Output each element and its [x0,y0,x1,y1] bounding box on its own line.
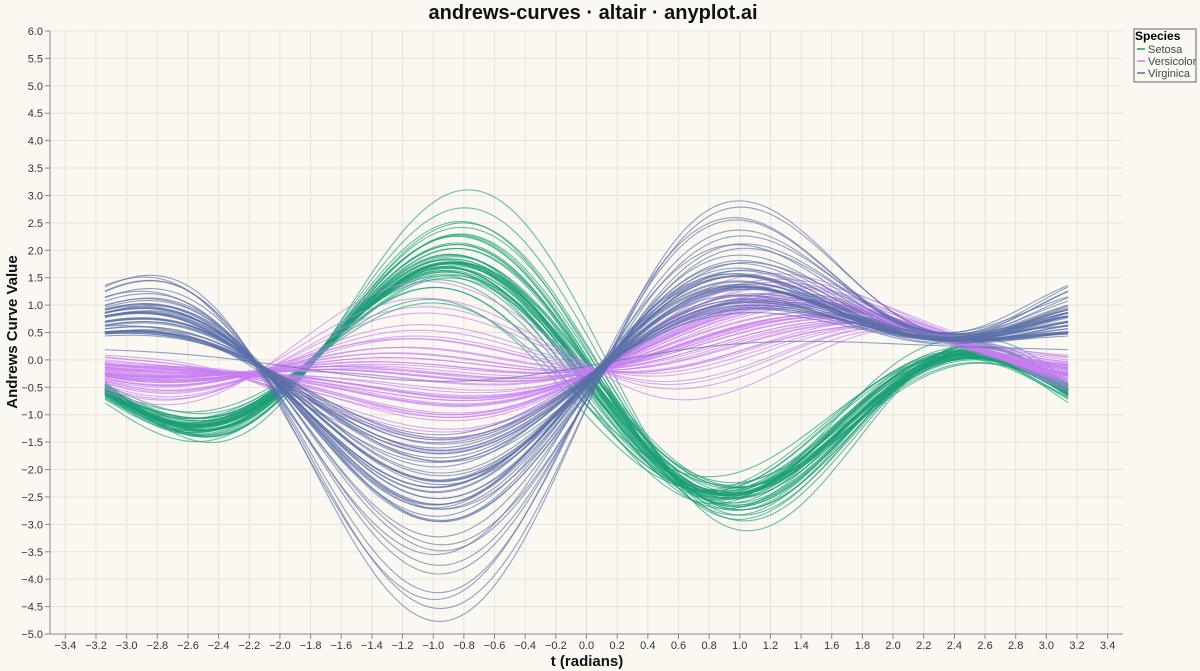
x-tick-label: −1.0 [422,640,444,652]
y-tick-label: 4.0 [28,136,43,148]
x-tick-label: 1.0 [732,640,747,652]
y-tick-label: 3.5 [28,163,43,175]
andrews-curve-setosa [104,302,1069,478]
x-tick-label: 0.8 [701,640,716,652]
y-tick-label: −1.0 [21,410,43,422]
series-virginica [104,200,1069,622]
andrews-curve-virginica [104,298,1069,459]
x-tick-label: −2.2 [238,640,260,652]
x-tick-label: −0.6 [484,640,506,652]
y-tick-label: 1.5 [28,273,43,285]
y-tick-label: 5.5 [28,53,43,65]
y-tick-label: 2.5 [28,218,43,230]
x-tick-label: −2.8 [146,640,168,652]
x-tick-label: −2.4 [208,640,230,652]
x-tick-label: 3.4 [1100,640,1115,652]
andrews-curve-setosa [104,244,1069,506]
legend-label-setosa: Setosa [1148,44,1183,56]
y-tick-label: −2.5 [21,492,43,504]
x-tick-label: 1.8 [855,640,870,652]
legend-title: Species [1135,29,1181,43]
y-tick-label: 6.0 [28,26,43,38]
x-tick-label: 1.2 [763,640,778,652]
y-tick-label: −5.0 [21,629,43,641]
y-tick-label: −3.5 [21,547,43,559]
x-tick-label: 2.6 [977,640,992,652]
axes: −3.4 −3.2 −3.0 −2.8 −2.6 −2.4 −2.2 −2.0 −1.8 −1.6… [21,26,1123,652]
x-tick-label: −3.2 [85,640,107,652]
x-tick-label: 0.2 [610,640,625,652]
andrews-curve-setosa [104,298,1069,491]
x-tick-label: 0.4 [640,640,655,652]
x-tick-label: 1.6 [824,640,839,652]
andrews-curve-virginica [104,286,1069,481]
x-tick-label: 0.0 [579,640,594,652]
y-tick-label: −4.5 [21,602,43,614]
andrews-curve-virginica [104,206,1069,610]
y-tick-label: −1.5 [21,437,43,449]
andrews-curve-virginica [104,229,1069,575]
x-tick-label: 3.2 [1069,640,1084,652]
y-tick-label: 2.0 [28,245,43,257]
chart-title: andrews-curves · altair · anyplot.ai [429,2,758,24]
y-tick-label: 0.5 [28,328,43,340]
y-tick-label: 4.5 [28,108,43,120]
x-tick-label: −3.4 [54,640,76,652]
legend-label-versicolor: Versicolor [1148,56,1197,68]
y-tick-label: −4.0 [21,574,43,586]
x-tick-label: −1.2 [392,640,414,652]
x-tick-label: −0.8 [453,640,475,652]
x-tick-label: −0.2 [545,640,567,652]
y-tick-label: 0.0 [28,355,43,367]
andrews-curve-virginica [104,340,1069,382]
x-tick-label: −2.6 [177,640,199,652]
y-tick-label: 3.0 [28,190,43,202]
x-tick-label: −2.0 [269,640,291,652]
x-tick-label: 2.8 [1008,640,1023,652]
x-tick-label: 2.2 [916,640,931,652]
x-tick-label: −1.6 [330,640,352,652]
andrews-curve-setosa [104,242,1069,508]
series-lines [104,189,1069,622]
x-tick-label: −3.0 [116,640,138,652]
legend-label-virginica: Virginica [1148,68,1191,80]
y-tick-label: 1.0 [28,300,43,312]
x-tick-label: −1.8 [300,640,322,652]
y-tick-label: −0.5 [21,382,43,394]
x-tick-label: 0.6 [671,640,686,652]
x-tick-label: 2.4 [947,640,962,652]
x-tick-label: 1.4 [793,640,808,652]
x-tick-label: 3.0 [1039,640,1054,652]
x-axis-title: t (radians) [551,653,624,670]
x-tick-label: −0.4 [514,640,536,652]
y-tick-label: −2.0 [21,465,43,477]
x-tick-label: −1.4 [361,640,383,652]
x-tick-label: 2.0 [885,640,900,652]
y-tick-label: −3.0 [21,519,43,531]
y-tick-label: 5.0 [28,81,43,93]
y-axis-title: Andrews Curve Value [4,255,21,408]
